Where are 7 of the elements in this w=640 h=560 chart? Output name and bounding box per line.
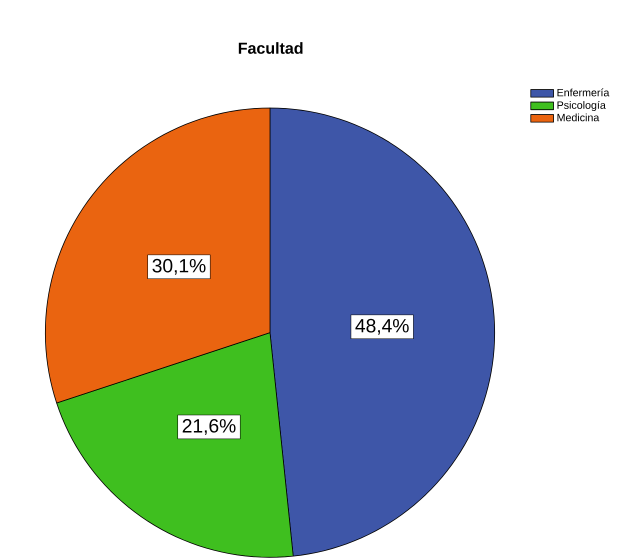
legend-label: Psicología [557, 100, 606, 112]
legend-label: Medicina [557, 113, 600, 122]
chart-title: Facultad [238, 42, 303, 54]
legend-label: Enfermería [557, 88, 610, 96]
data-label: 30,1% [152, 258, 206, 275]
data-label: 21,6% [182, 419, 236, 435]
data-label: 48,4% [355, 318, 409, 335]
